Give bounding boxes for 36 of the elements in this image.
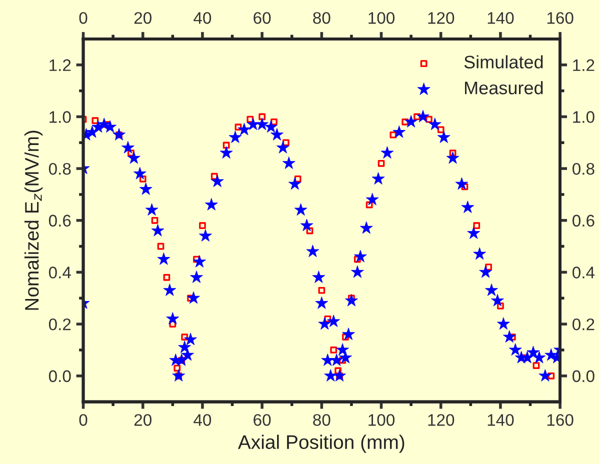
x-tick-label: 100 — [368, 414, 395, 426]
legend-label: Measured — [465, 81, 543, 94]
x2-tick-label: 160 — [547, 12, 574, 24]
x2-tick-label: 0 — [79, 12, 88, 24]
y-tick-label: 0.8 — [48, 162, 71, 175]
y-tick-label: 0.4 — [48, 266, 71, 278]
x2-tick-label: 60 — [254, 12, 271, 24]
x-tick-label: 160 — [547, 414, 574, 426]
x-tick-label: 80 — [313, 414, 330, 426]
y-tick-label: 0.0 — [48, 370, 71, 382]
x-tick-label: 120 — [428, 414, 454, 426]
x2-tick-label: 40 — [194, 12, 212, 24]
y2-tick-label: 1.2 — [573, 59, 594, 71]
y-tick-label: 1.2 — [50, 59, 71, 71]
x2-tick-label: 20 — [134, 12, 152, 24]
x-tick-label: 40 — [194, 414, 212, 426]
y2-tick-label: 0.8 — [572, 162, 594, 175]
y2-tick-label: 0.6 — [572, 214, 594, 227]
x2-tick-label: 120 — [428, 12, 454, 24]
y-tick-label: 0.2 — [48, 318, 71, 330]
y-tick-label: 0.6 — [48, 214, 71, 227]
x2-tick-label: 100 — [368, 12, 395, 24]
y2-tick-label: 0.2 — [572, 318, 594, 330]
y2-tick-label: 0.0 — [572, 370, 594, 382]
x2-tick-label: 80 — [313, 12, 330, 24]
x-tick-label: 60 — [254, 414, 271, 426]
x-axis-title: Axial Position (mm) — [238, 434, 404, 453]
y2-tick-label: 1.0 — [573, 111, 594, 123]
x-tick-label: 0 — [79, 414, 88, 426]
x-tick-label: 140 — [488, 414, 514, 426]
legend-label: Simulated — [464, 55, 543, 68]
x-tick-label: 20 — [134, 414, 152, 426]
y2-tick-label: 0.4 — [572, 266, 595, 278]
y-axis-title: Nomalized E$_{z}$(MV/m) — [24, 130, 43, 310]
y-tick-label: 1.0 — [50, 111, 71, 123]
x2-tick-label: 140 — [488, 12, 514, 24]
